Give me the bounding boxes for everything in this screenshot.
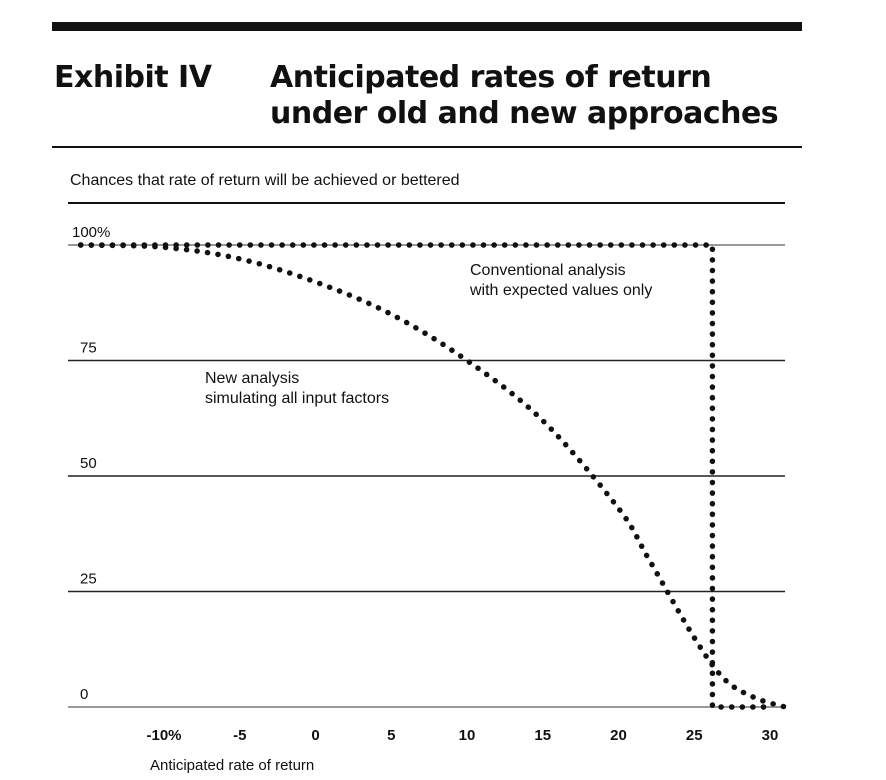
y-tick-label: 75	[80, 340, 97, 357]
x-tick-label: 15	[534, 727, 551, 744]
annotation-line: with expected values only	[469, 282, 652, 299]
y-tick-label: 0	[80, 686, 88, 703]
series-line	[77, 242, 773, 710]
y-axis-label: Chances that rate of return will be achi…	[70, 172, 460, 189]
x-tick-label: 10	[459, 727, 476, 744]
series-conventional	[77, 242, 773, 710]
top-rule	[52, 22, 802, 31]
y-tick-label: 25	[80, 571, 97, 588]
x-tick-label: 25	[686, 727, 703, 744]
title-rule	[52, 146, 802, 148]
y-tick-label: 50	[80, 455, 97, 472]
series-line	[77, 242, 788, 710]
series-new-analysis	[77, 242, 788, 710]
x-tick-label: 0	[311, 727, 319, 744]
chart-title: Anticipated rates of return under old an…	[270, 60, 779, 131]
x-tick-label: -10%	[146, 727, 181, 744]
annotation-line: Conventional analysis	[470, 262, 626, 279]
annotation-conventional: Conventional analysis with expected value…	[469, 262, 652, 299]
x-tick-label: 20	[610, 727, 627, 744]
x-tick-label: 30	[762, 727, 779, 744]
x-axis-label: Anticipated rate of return	[150, 757, 314, 774]
y-tick-label: 100%	[72, 224, 110, 241]
annotation-line: simulating all input factors	[205, 390, 389, 407]
x-tick-label: -5	[233, 727, 246, 744]
annotation-new-analysis: New analysis simulating all input factors	[205, 370, 389, 407]
x-tick-label: 5	[387, 727, 395, 744]
exhibit-label: Exhibit IV	[54, 60, 212, 95]
annotation-line: New analysis	[205, 370, 299, 387]
